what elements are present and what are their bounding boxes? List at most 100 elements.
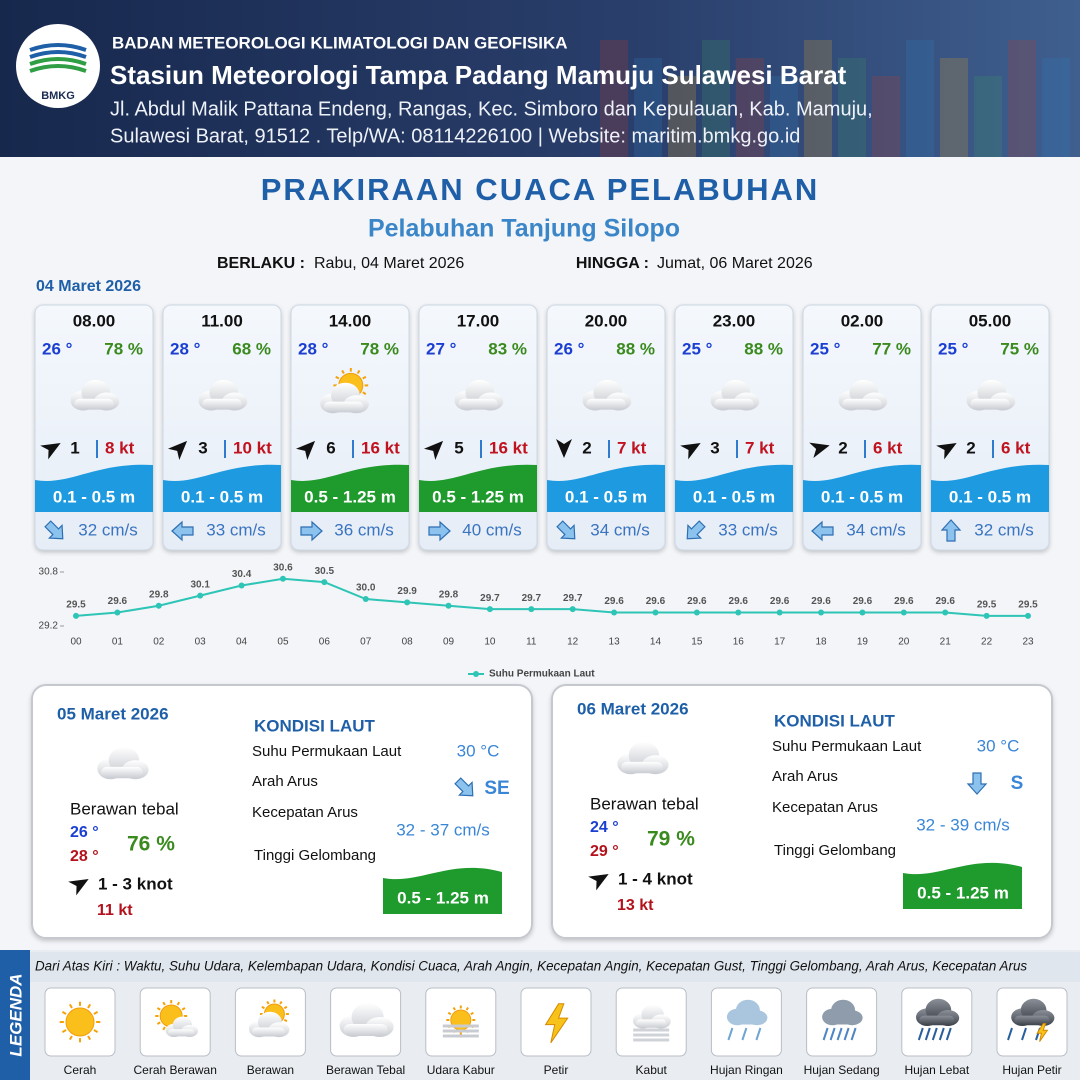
temperature: 27 ° bbox=[426, 339, 457, 358]
wave-height: 0.1 - 0.5 m bbox=[181, 487, 263, 506]
wave-band bbox=[383, 867, 502, 914]
weather-icon bbox=[59, 1001, 101, 1043]
current-speed: 33 cm/s bbox=[206, 520, 266, 539]
humidity: 79 % bbox=[647, 828, 695, 851]
sun-ray bbox=[341, 369, 345, 374]
legend-title: LEGENDA bbox=[6, 973, 25, 1056]
weather-icon bbox=[966, 379, 1016, 411]
wind-speed: 3 bbox=[710, 438, 719, 457]
data-label: 30.0 bbox=[356, 583, 376, 594]
sun-ray bbox=[162, 1026, 166, 1031]
wave-height: 0.5 - 1.25 m bbox=[432, 487, 524, 506]
sun-ray bbox=[447, 1011, 452, 1016]
wind-arrow bbox=[556, 439, 572, 458]
x-tick-label: 08 bbox=[402, 637, 414, 648]
wave-height: 0.1 - 0.5 m bbox=[693, 487, 775, 506]
sun-ray bbox=[162, 1001, 166, 1006]
current-speed: 33 cm/s bbox=[718, 520, 778, 539]
temperature-min: 26 ° bbox=[70, 824, 99, 841]
outlook-panel bbox=[31, 684, 533, 939]
address: Sulawesi Barat, 91512 . Telp/WA: 0811422… bbox=[110, 125, 800, 147]
rain-drop bbox=[822, 1027, 829, 1041]
data-label: 29.5 bbox=[66, 600, 86, 611]
sun-ray bbox=[335, 375, 340, 380]
time: 20.00 bbox=[585, 311, 628, 330]
x-tick-label: 21 bbox=[940, 637, 952, 648]
x-tick-label: 14 bbox=[650, 637, 662, 648]
cloud-part bbox=[1014, 1015, 1050, 1026]
current-direction: SE bbox=[484, 778, 509, 799]
sst-point bbox=[238, 582, 245, 589]
wave-band bbox=[419, 464, 537, 512]
wind-arrow bbox=[68, 879, 89, 896]
rain-drop bbox=[727, 1027, 734, 1041]
x-tick-label: 16 bbox=[733, 637, 745, 648]
humidity: 88 % bbox=[744, 339, 783, 358]
cloud-part bbox=[586, 398, 626, 410]
wave-height: 0.1 - 0.5 m bbox=[949, 487, 1031, 506]
legend-label: Kabut bbox=[636, 1063, 668, 1077]
current-direction: S bbox=[1011, 773, 1024, 794]
header-background bbox=[0, 0, 1080, 157]
sst-point bbox=[652, 609, 659, 616]
weather-icon bbox=[320, 368, 369, 414]
data-label: 30.6 bbox=[273, 562, 293, 573]
header-decoration bbox=[1008, 40, 1036, 157]
lightning bbox=[544, 1003, 569, 1044]
sst-point bbox=[735, 609, 742, 616]
header-decoration bbox=[736, 58, 764, 157]
sst-point bbox=[776, 609, 783, 616]
x-tick-label: 15 bbox=[691, 637, 703, 648]
legend-label: Berawan Tebal bbox=[326, 1063, 405, 1077]
weather-icon bbox=[248, 999, 290, 1038]
data-label: 30.5 bbox=[315, 566, 335, 577]
humidity: 68 % bbox=[232, 339, 271, 358]
time: 11.00 bbox=[201, 311, 243, 330]
wave-height: 0.5 - 1.25 m bbox=[397, 888, 489, 907]
data-label: 29.6 bbox=[108, 596, 128, 607]
sst-point bbox=[155, 602, 162, 609]
sun-ray bbox=[266, 1000, 270, 1005]
sst-point bbox=[445, 602, 452, 609]
time: 05.00 bbox=[969, 311, 1012, 330]
wind-speed: 5 bbox=[454, 438, 463, 457]
row-label: Kecepatan Arus bbox=[772, 799, 878, 816]
legend-swatch bbox=[473, 671, 479, 677]
temperature-max: 29 ° bbox=[590, 843, 619, 860]
cloud-part bbox=[621, 761, 663, 774]
rain-drop bbox=[945, 1027, 952, 1041]
wind-arrow bbox=[40, 443, 61, 460]
header-decoration bbox=[974, 76, 1002, 157]
header-decoration bbox=[940, 58, 968, 157]
x-tick-label: 19 bbox=[857, 637, 869, 648]
data-label: 29.6 bbox=[894, 596, 914, 607]
temperature: 25 ° bbox=[810, 339, 841, 358]
time: 08.00 bbox=[73, 311, 116, 330]
date: 04 Maret 2026 bbox=[36, 278, 141, 295]
cloud-part bbox=[168, 1029, 195, 1037]
x-tick-label: 23 bbox=[1022, 637, 1034, 648]
sst-point bbox=[942, 609, 949, 616]
weather-icon bbox=[916, 998, 960, 1041]
header-decoration bbox=[702, 40, 730, 157]
current-arrow bbox=[300, 520, 323, 542]
header-decoration bbox=[600, 40, 628, 157]
sun-ray bbox=[87, 1003, 92, 1009]
sst-point bbox=[611, 609, 618, 616]
wave-height: 0.1 - 0.5 m bbox=[53, 487, 135, 506]
time: 17.00 bbox=[457, 311, 500, 330]
x-tick-label: 20 bbox=[898, 637, 910, 648]
weather-icon bbox=[97, 746, 149, 780]
weather-icon bbox=[198, 379, 248, 411]
validity-from: Rabu, 04 Maret 2026 bbox=[314, 255, 464, 272]
current-arrow bbox=[454, 777, 474, 797]
sun-ray bbox=[156, 1021, 161, 1025]
sun-ray bbox=[61, 1029, 67, 1034]
rain-drop bbox=[938, 1027, 945, 1041]
sun-ray bbox=[283, 1005, 288, 1010]
sun-ray bbox=[452, 1006, 456, 1011]
wind-arrow bbox=[167, 440, 188, 461]
sst-point bbox=[404, 599, 411, 606]
data-label: 29.6 bbox=[935, 596, 955, 607]
x-tick-label: 22 bbox=[981, 637, 993, 648]
